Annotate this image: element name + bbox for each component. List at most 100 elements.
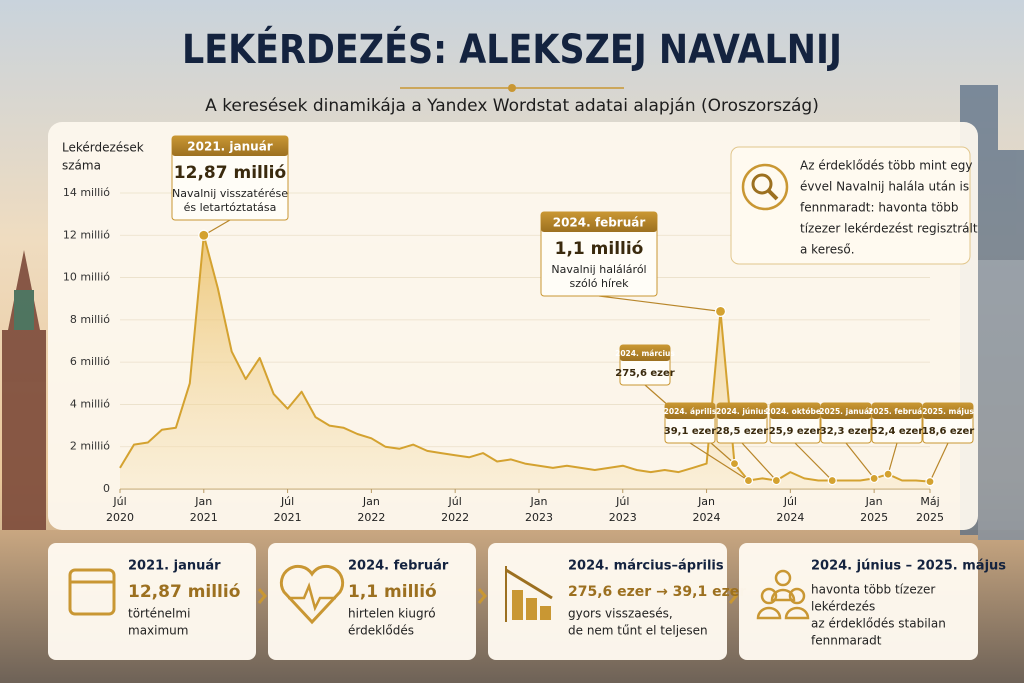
x-tick-label: Júl xyxy=(448,495,462,508)
callout-header xyxy=(717,403,767,419)
callout-title: 2024. február xyxy=(553,216,646,230)
highlight-point xyxy=(869,473,879,484)
callout-value: 28,5 ezer xyxy=(716,426,769,437)
highlight-point xyxy=(714,305,727,317)
callout-title: 2024. április xyxy=(664,407,717,416)
callout-header xyxy=(923,403,973,419)
y-tick-label: 10 millió xyxy=(63,271,110,284)
card-icon xyxy=(784,606,810,620)
callout-title: 2024. március xyxy=(615,349,675,358)
callout-connector xyxy=(929,442,949,482)
kremlin-tower xyxy=(2,250,46,530)
callout-text: Navalnij haláláról xyxy=(551,263,646,276)
card-text: az érdeklődés stabilan xyxy=(811,617,946,631)
card xyxy=(739,543,978,660)
card xyxy=(48,543,256,660)
x-tick-label: 2023 xyxy=(609,511,637,524)
y-tick-label: 4 millió xyxy=(70,397,110,410)
callout-title: 2021. január xyxy=(187,140,273,154)
info-text: évvel Navalnij halála után is xyxy=(800,180,969,194)
card-text: maximum xyxy=(128,624,188,638)
y-tick-label: 6 millió xyxy=(70,355,110,368)
callout-connector xyxy=(741,442,777,481)
card-icon xyxy=(288,582,336,612)
info-box: Az érdeklődés több mint egy évvel Navalni… xyxy=(730,146,978,265)
card-text: havonta több tízezer xyxy=(811,583,935,597)
card-text: de nem tűnt el teljesen xyxy=(568,624,708,638)
card-title: 2024. február xyxy=(348,559,449,574)
y-axis-label: Lekérdezések xyxy=(62,141,144,155)
card-title: 2024. március–április xyxy=(568,559,724,574)
card-text: történelmi xyxy=(128,607,190,621)
card-text: hirtelen kiugró xyxy=(348,607,436,621)
callout-value: 39,1 ezer xyxy=(664,426,717,437)
card-icon xyxy=(505,568,553,600)
card-value: 12,87 millió xyxy=(128,582,240,602)
callout-title: 2025. január xyxy=(819,407,873,416)
highlight-point xyxy=(827,475,837,486)
info-text: a kereső. xyxy=(800,243,855,257)
callout-title: 2025. február xyxy=(868,407,926,416)
card-icon xyxy=(770,588,796,602)
x-tick-label: 2020 xyxy=(106,511,134,524)
card-value: 275,6 ezer → 39,1 ezer xyxy=(568,584,746,600)
x-tick-label: Jan xyxy=(194,495,212,508)
x-tick-label: Jan xyxy=(697,495,715,508)
card-icon xyxy=(279,564,345,625)
callout-header xyxy=(665,403,715,419)
card-icon xyxy=(760,587,778,605)
highlight-point xyxy=(771,475,781,486)
highlight-point xyxy=(883,469,893,479)
title-ornament xyxy=(508,84,516,92)
callout-connector xyxy=(689,442,749,482)
info-text: fennmaradt: havonta több xyxy=(800,201,959,215)
callout-title: 2024. október xyxy=(765,407,825,416)
x-tick-label: 2024 xyxy=(693,511,721,524)
callout-header xyxy=(541,212,657,232)
card-value: 1,1 millió xyxy=(348,582,437,602)
highlight-point xyxy=(729,459,740,469)
info-text: Az érdeklődés több mint egy xyxy=(800,159,972,173)
x-tick-label: Júl xyxy=(112,495,126,508)
card-icon xyxy=(788,587,806,605)
callout-header xyxy=(770,403,820,419)
chart: Lekérdezések száma 0 2 millió 4 millió 6 mill… xyxy=(62,135,975,524)
card-title: 2024. június – 2025. május xyxy=(811,559,1006,574)
callout-header xyxy=(172,136,288,156)
callout-header xyxy=(821,403,871,419)
info-box-frame xyxy=(730,146,971,265)
line xyxy=(119,234,931,483)
card xyxy=(268,543,476,660)
x-tick-label: 2022 xyxy=(441,511,469,524)
y-tick-label: 14 millió xyxy=(63,186,110,199)
card-text: gyors visszaesés, xyxy=(568,607,673,621)
x-tick-label: Máj xyxy=(920,495,939,508)
card-icon xyxy=(540,606,551,620)
card-icon xyxy=(774,569,792,587)
callout-value: 18,6 ezer xyxy=(922,426,975,437)
callout-connector xyxy=(598,295,721,312)
callout-value: 52,4 ezer xyxy=(871,426,924,437)
card-text: érdeklődés xyxy=(348,624,414,638)
card-icon xyxy=(512,590,523,620)
callout-header xyxy=(620,345,670,361)
callout-title: 2024. június xyxy=(716,407,768,416)
callout-connector xyxy=(794,442,833,481)
card-text: lekérdezés xyxy=(811,600,875,614)
x-tick-label: Júl xyxy=(615,495,629,508)
callout-title: 2025. május xyxy=(922,407,974,416)
callout-value: 25,9 ezer xyxy=(769,426,822,437)
highlight-point xyxy=(743,475,754,486)
x-tick-label: Júl xyxy=(783,495,797,508)
x-tick-label: Jan xyxy=(362,495,380,508)
x-tick-label: Júl xyxy=(280,495,294,508)
info-icon-ring xyxy=(741,163,789,211)
x-tick-label: 2023 xyxy=(525,511,553,524)
callout-value: 32,3 ezer xyxy=(820,426,873,437)
x-tick-label: Jan xyxy=(865,495,883,508)
callout-text: és letartóztatása xyxy=(184,201,277,214)
callout-text: szóló hírek xyxy=(570,277,630,290)
